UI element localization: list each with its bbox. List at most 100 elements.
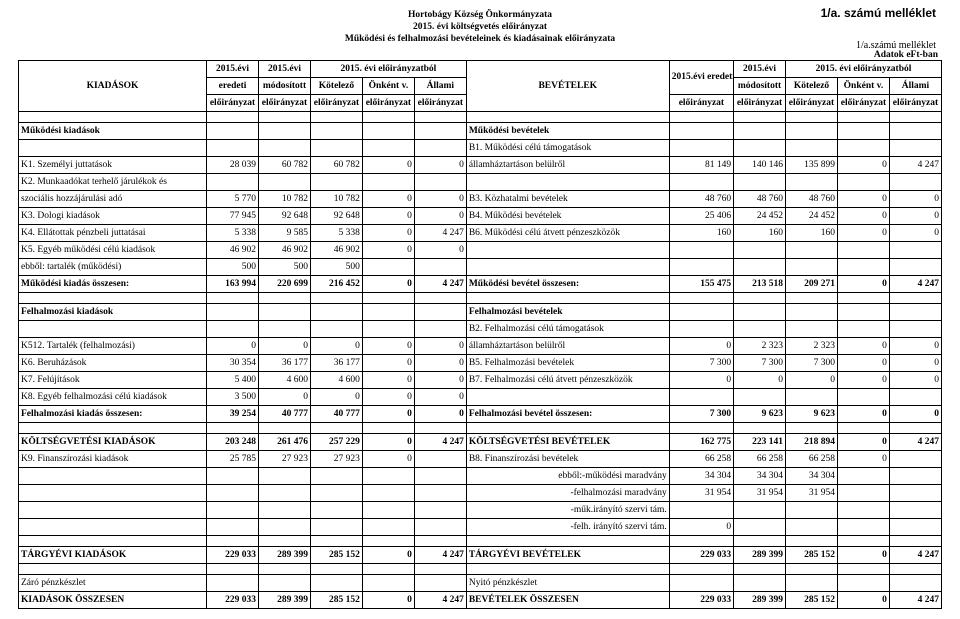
cell: 0	[362, 275, 414, 292]
hdr-col: Önként v.	[362, 77, 414, 94]
row-label: -felh. irányító szervi tám.	[466, 518, 669, 535]
cell: 0	[414, 337, 466, 354]
row-label: B1. Működési célú támogatások	[466, 139, 669, 156]
row-label: K5. Egyéb működési célú kiadások	[19, 241, 207, 258]
row-label: Záró pénzkészlet	[19, 574, 207, 591]
cell: 27 923	[259, 450, 311, 467]
cell: 24 452	[786, 207, 838, 224]
cell: 160	[669, 224, 733, 241]
row-label: KÖLTSÉGVETÉSI BEVÉTELEK	[466, 433, 669, 450]
row-label: K2. Munkaadókat terhelő járulékok és	[19, 173, 207, 190]
row-label: szociális hozzájárulási adó	[19, 190, 207, 207]
cell: 10 782	[259, 190, 311, 207]
cell: 25 785	[207, 450, 259, 467]
cell	[414, 450, 466, 467]
cell: 160	[786, 224, 838, 241]
cell: 40 777	[259, 405, 311, 422]
cell: 213 518	[734, 275, 786, 292]
hdr-col: Önként v.	[837, 77, 889, 94]
cell: 0	[837, 190, 889, 207]
cell: 36 177	[310, 354, 362, 371]
cell: 0	[362, 591, 414, 608]
row-label: KÖLTSÉGVETÉSI KIADÁSOK	[19, 433, 207, 450]
cell: 81 149	[669, 156, 733, 173]
cell: 0	[362, 354, 414, 371]
cell: 0	[889, 190, 941, 207]
table-row: -műk.irányító szervi tám.	[19, 501, 942, 518]
cell: 163 994	[207, 275, 259, 292]
cell: 0	[889, 337, 941, 354]
cell: 0	[837, 156, 889, 173]
cell: 0	[310, 337, 362, 354]
cell: 24 452	[734, 207, 786, 224]
cell: 60 782	[259, 156, 311, 173]
section-label: Felhalmozási bevételek	[466, 303, 669, 320]
cell: 66 258	[669, 450, 733, 467]
cell: 34 304	[786, 467, 838, 484]
row-label: Működési bevétel összesen:	[466, 275, 669, 292]
hdr-col: előirányzat	[414, 94, 466, 111]
hdr-col: Állami	[414, 77, 466, 94]
table-row: ebből: tartalék (működési) 500 500 500	[19, 258, 942, 275]
cell: 4 247	[414, 275, 466, 292]
hdr-col: előirányzat	[362, 94, 414, 111]
cell: 3 500	[207, 388, 259, 405]
hdr-group-left: 2015. évi előirányzatból	[310, 60, 466, 77]
section-label: Felhalmozási kiadások	[19, 303, 207, 320]
cell: 0	[734, 371, 786, 388]
cell: 4 247	[889, 591, 941, 608]
row-label: Felhalmozási kiadás összesen:	[19, 405, 207, 422]
row-label: ebből:-működési maradvány	[466, 467, 669, 484]
cell: 0	[669, 371, 733, 388]
title-block: Hortobágy Község Önkormányzata 2015. évi…	[18, 10, 942, 46]
hdr-col: előirányzat	[310, 94, 362, 111]
cell: 0	[837, 450, 889, 467]
hdr-col: Állami	[889, 77, 941, 94]
hdr-col: előirányzat	[889, 94, 941, 111]
cell: 0	[362, 433, 414, 450]
hdr-col: előirányzat	[734, 94, 786, 111]
cell: 0	[362, 405, 414, 422]
table-row: K9. Finanszírozási kiadások 25 785 27 92…	[19, 450, 942, 467]
cell: 9 623	[734, 405, 786, 422]
row-label: -műk.irányító szervi tám.	[466, 501, 669, 518]
cell: 48 760	[669, 190, 733, 207]
hdr-col: előirányzat	[207, 94, 259, 111]
row-label: KIADÁSOK ÖSSZESEN	[19, 591, 207, 608]
cell: 0	[837, 591, 889, 608]
cell: 0	[669, 518, 733, 535]
cell: 285 152	[310, 546, 362, 563]
cell: 60 782	[310, 156, 362, 173]
sum-row: Felhalmozási kiadás összesen: 39 254 40 …	[19, 405, 942, 422]
cell: 0	[837, 337, 889, 354]
cell: 0	[837, 275, 889, 292]
cell: 46 902	[259, 241, 311, 258]
row-label: TÁRGYÉVI BEVÉTELEK	[466, 546, 669, 563]
cell: 39 254	[207, 405, 259, 422]
cell: 0	[414, 156, 466, 173]
cell: 4 247	[889, 433, 941, 450]
cell: 4 247	[414, 591, 466, 608]
table-row: K1. Személyi juttatások 28 039 60 782 60…	[19, 156, 942, 173]
cell: 218 894	[786, 433, 838, 450]
cell: 209 271	[786, 275, 838, 292]
cell: 500	[310, 258, 362, 275]
cell: 0	[362, 450, 414, 467]
row-label: államháztartáson belülről	[466, 337, 669, 354]
cell: 285 152	[310, 591, 362, 608]
cell: 0	[889, 405, 941, 422]
cell: 160	[734, 224, 786, 241]
cell: 4 247	[889, 156, 941, 173]
cell: 4 247	[414, 433, 466, 450]
hdr-col: előirányzat	[837, 94, 889, 111]
hdr-col: módosított	[734, 77, 786, 94]
cell: 229 033	[207, 591, 259, 608]
row-label: K512. Tartalék (felhalmozási)	[19, 337, 207, 354]
cell: 0	[837, 224, 889, 241]
budget-table: KIADÁSOK 2015.évi 2015.évi 2015. évi elő…	[18, 60, 942, 609]
row-label: K1. Személyi juttatások	[19, 156, 207, 173]
cell: 0	[310, 388, 362, 405]
row-label: K3. Dologi kiadások	[19, 207, 207, 224]
cell: 0	[362, 190, 414, 207]
cell: 9 623	[786, 405, 838, 422]
